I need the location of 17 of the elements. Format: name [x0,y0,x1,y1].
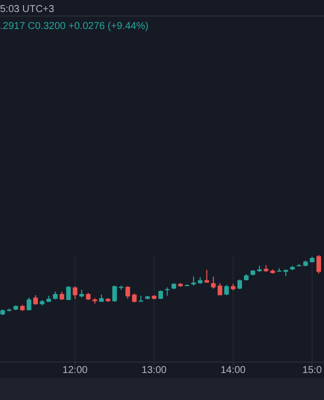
candlestick [26,297,32,311]
text: .2917 C0.3200 +0.0276 (+9.44%) [0,21,148,32]
x-tick-label: 15:0 [302,365,322,376]
candlestick [224,284,229,296]
x-tick-label: 12:00 [62,365,88,376]
text: 5:03 UTC+3 [0,4,55,15]
x-tick-label: 14:00 [220,365,246,376]
x-tick-label: 13:00 [142,365,168,376]
candlestick [33,294,38,306]
candlestick [211,276,216,290]
candlestick [72,286,78,300]
candlestick [316,254,322,274]
candlestick [125,286,130,300]
candlestick [204,270,210,284]
candlestick [66,286,71,300]
candlestick [112,285,117,302]
candlestick [237,279,242,290]
